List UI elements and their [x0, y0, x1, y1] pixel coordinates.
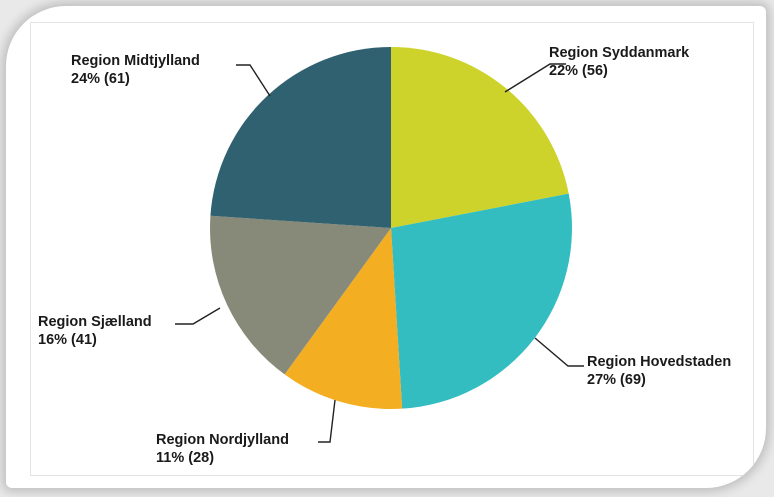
pie-slice-region-hovedstaden	[391, 193, 572, 409]
leader-line	[504, 63, 566, 93]
slice-label-value: 22% (56)	[549, 63, 608, 79]
slice-label-name: Region Sjælland	[38, 314, 152, 330]
leader-line	[534, 337, 584, 367]
slice-label-value: 11% (28)	[156, 450, 214, 466]
leader-line	[175, 307, 221, 325]
pie-slice-region-nordjylland	[284, 228, 403, 410]
pie-slice-region-syddanmark	[391, 47, 569, 228]
slice-label-name: Region Nordjylland	[156, 432, 289, 448]
slice-label-value: 16% (41)	[38, 332, 97, 348]
slice-label-value: 27% (69)	[587, 372, 646, 388]
slice-label-value: 24% (61)	[71, 71, 130, 87]
pie-slice-region-sj-lland	[209, 215, 391, 375]
slice-label-name: Region Midtjylland	[71, 53, 200, 69]
leader-line	[236, 64, 271, 97]
slice-label-name: Region Syddanmark	[549, 45, 690, 61]
leader-line	[318, 399, 336, 443]
slice-label-name: Region Hovedstaden	[587, 354, 731, 370]
pie-slice-region-midtjylland	[210, 47, 391, 228]
